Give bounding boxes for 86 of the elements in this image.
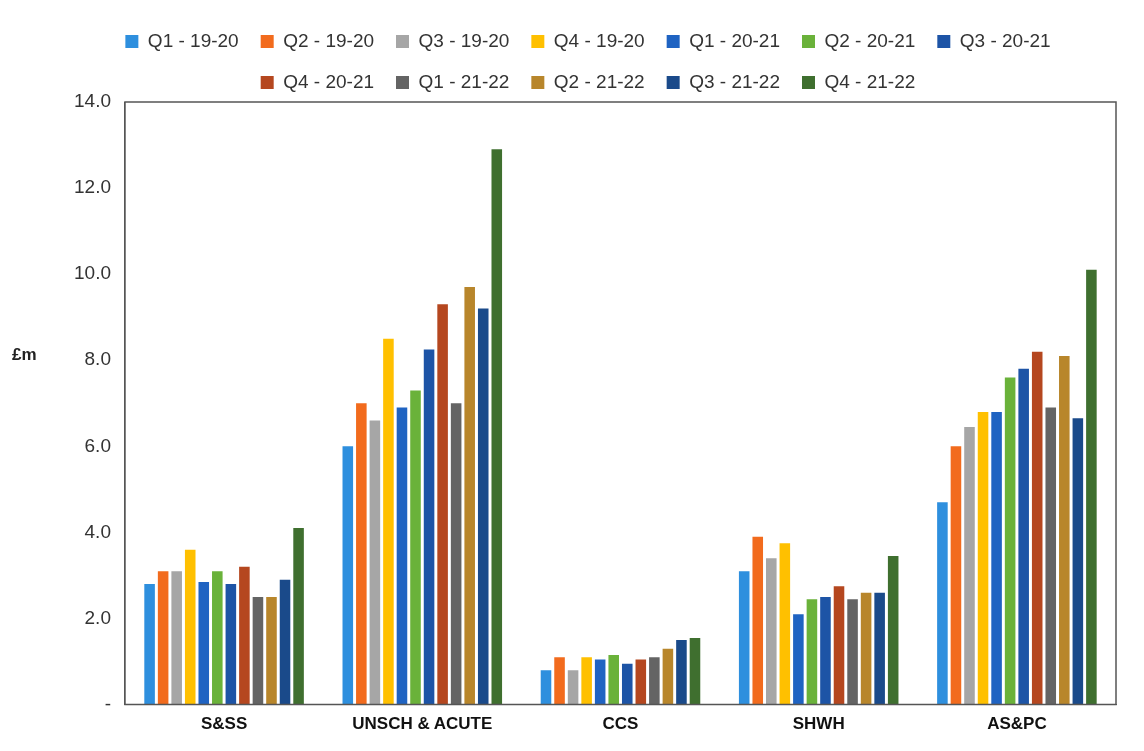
bar (608, 655, 619, 705)
legend-label: Q1 - 19-20 (147, 29, 239, 51)
bar (293, 528, 304, 705)
bar (887, 556, 899, 705)
bar (1086, 269, 1097, 705)
bar (964, 426, 975, 705)
y-tick-label: 8.0 (84, 348, 111, 370)
bar (977, 411, 989, 705)
legend-label: Q2 - 19-20 (283, 29, 375, 51)
bar (766, 558, 777, 705)
legend-label: Q4 - 21-22 (824, 70, 916, 92)
bar (1031, 351, 1043, 705)
bar (279, 579, 291, 705)
bar (437, 304, 448, 705)
bar (752, 536, 764, 705)
y-tick-label: 12.0 (74, 176, 111, 198)
bar (621, 663, 633, 705)
bar (806, 599, 818, 705)
y-tick-label: 6.0 (84, 434, 111, 456)
x-tick-label: UNSCH & ACUTE (352, 714, 493, 734)
bar (198, 581, 210, 705)
bar (738, 571, 750, 705)
bar (540, 670, 552, 705)
legend-label: Q1 - 21-22 (418, 70, 510, 92)
legend-label: Q3 - 19-20 (418, 29, 510, 51)
bar (689, 637, 701, 705)
bar (937, 502, 948, 705)
bar (793, 614, 804, 705)
legend-label: Q1 - 20-21 (689, 29, 780, 51)
bar (369, 420, 381, 705)
y-tick-label: 10.0 (74, 262, 111, 284)
bar (410, 390, 421, 705)
bar (266, 596, 277, 705)
y-tick-label: 14.0 (74, 90, 111, 112)
bar (450, 403, 462, 705)
bar (820, 596, 831, 705)
bar (383, 338, 394, 705)
bar (594, 659, 606, 705)
bar (252, 596, 264, 705)
bar (991, 411, 1002, 705)
bar (464, 287, 475, 705)
bar (1059, 355, 1070, 705)
bar (581, 657, 592, 705)
legend-label: Q3 - 20-21 (959, 29, 1051, 51)
bar (423, 349, 435, 705)
bar (1018, 368, 1029, 705)
bar (356, 403, 367, 705)
bar (874, 592, 885, 705)
bar (860, 592, 872, 705)
y-axis-title: £m (12, 344, 37, 364)
bar (635, 659, 647, 705)
bar (662, 648, 674, 705)
x-tick-label: AS&PC (987, 714, 1047, 734)
bar (1045, 407, 1057, 705)
bar (567, 670, 579, 705)
bar (239, 566, 250, 705)
legend-label: Q2 - 21-22 (553, 70, 645, 92)
legend-label: Q4 - 20-21 (283, 70, 375, 92)
y-tick-label: 4.0 (84, 520, 111, 542)
bar (1004, 377, 1016, 705)
bar (847, 599, 858, 705)
bar (477, 308, 489, 705)
x-tick-label: S&SS (200, 714, 248, 734)
bar (1072, 418, 1084, 705)
bar (779, 543, 791, 705)
y-tick-label: - (104, 692, 111, 714)
bar (833, 586, 845, 705)
bar (950, 446, 962, 705)
legend-label: Q3 - 21-22 (689, 70, 780, 92)
bar (676, 640, 687, 705)
bar (144, 584, 155, 705)
x-tick-label: SHWH (792, 714, 845, 734)
bar (342, 446, 354, 705)
legend-label: Q4 - 19-20 (553, 29, 645, 51)
x-tick-label: CCS (602, 714, 639, 734)
bar (171, 571, 182, 705)
bar (396, 407, 408, 705)
bar (554, 657, 565, 705)
bar (157, 571, 169, 705)
bar (184, 549, 196, 705)
bar (212, 571, 223, 705)
bar (491, 149, 503, 705)
y-tick-label: 2.0 (84, 606, 111, 628)
bar (225, 584, 237, 705)
legend-label: Q2 - 20-21 (824, 29, 916, 51)
bar (649, 657, 660, 705)
